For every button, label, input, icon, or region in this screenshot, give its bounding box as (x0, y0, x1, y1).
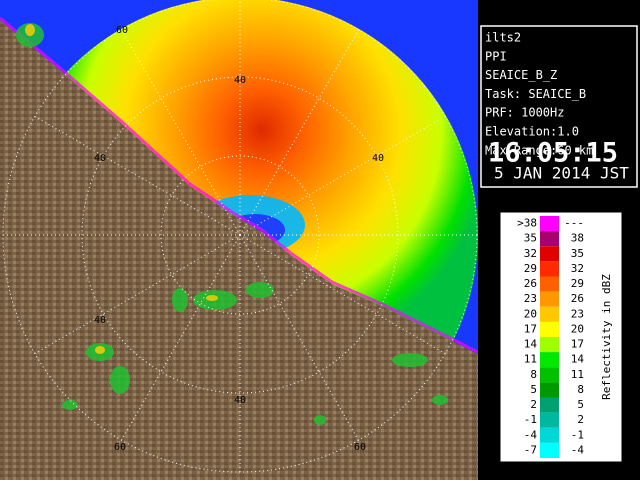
azimuth-line (119, 26, 241, 236)
legend-low: -4 (524, 428, 538, 441)
legend-low: 2 (530, 398, 537, 411)
legend-low: 32 (524, 247, 537, 260)
legend-swatch (540, 291, 559, 307)
legend-high: 32 (571, 262, 584, 275)
legend-high: 5 (577, 398, 584, 411)
legend-swatch (540, 261, 559, 277)
legend-swatch (540, 321, 559, 337)
azimuth-line (239, 234, 449, 356)
radar-image: 60 40 40 40 40 40 60 60 (0, 0, 478, 480)
legend-high: 11 (571, 368, 584, 381)
legend-swatch (540, 306, 559, 322)
legend-swatch (540, 367, 559, 383)
legend-high: --- (564, 217, 584, 230)
info-line: PRF: 1000Hz (485, 106, 564, 120)
info-line: PPI (485, 49, 507, 63)
legend-high: 26 (571, 292, 584, 305)
legend-low: -1 (524, 413, 537, 426)
info-line: ilts2 (485, 31, 521, 45)
azimuth-line (31, 114, 241, 236)
range-label: 40 (234, 75, 246, 86)
time: 16:05:15 (488, 138, 618, 169)
range-label: 40 (234, 395, 246, 406)
legend-low: >38 (517, 217, 537, 230)
range-label: 40 (372, 153, 384, 164)
range-label: 60 (116, 25, 128, 36)
legend-low: 35 (524, 232, 537, 245)
azimuth-line (239, 26, 361, 236)
info-line: Task: SEAICE_B (485, 87, 586, 101)
info-line: SEAICE_B_Z (485, 68, 557, 82)
legend-swatch (540, 427, 559, 443)
range-labels: 60 40 40 40 40 40 60 60 (94, 25, 384, 453)
info-panel: ilts2 PPI SEAICE_B_Z Task: SEAICE_B PRF: 100… (480, 25, 638, 188)
legend-swatch (540, 352, 559, 368)
info-line: Elevation:1.0 (485, 125, 579, 139)
date: 5 JAN 2014 JST (494, 164, 629, 183)
legend-low: 17 (524, 322, 537, 335)
legend-swatch (540, 216, 559, 232)
legend-swatch (540, 397, 559, 413)
legend-low: 20 (524, 307, 537, 320)
legend-high: 29 (571, 277, 584, 290)
legend-low: 8 (530, 368, 537, 381)
legend-high: 2 (577, 413, 584, 426)
azimuth-line (239, 234, 361, 444)
legend-high: 20 (571, 322, 584, 335)
legend-high: -1 (571, 428, 584, 441)
legend-swatch (540, 337, 559, 353)
legend-low: 26 (524, 277, 537, 290)
legend-high: -4 (571, 443, 585, 456)
legend-high: 23 (571, 307, 584, 320)
legend-high: 17 (571, 338, 584, 351)
legend-high: 35 (571, 247, 584, 260)
legend-swatch (540, 276, 559, 292)
legend-high: 38 (571, 232, 584, 245)
legend-swatch (540, 442, 559, 458)
legend-high: 8 (577, 383, 584, 396)
legend-swatch (540, 382, 559, 398)
legend-swatch (540, 412, 559, 428)
legend-low: 11 (524, 353, 537, 366)
info-line: Max Range:60 km (485, 143, 593, 157)
azimuth-line (239, 114, 449, 236)
legend-low: 23 (524, 292, 537, 305)
azimuth-lines (0, 0, 478, 475)
legend-high: 14 (571, 353, 585, 366)
legend-swatch (540, 231, 559, 247)
range-label: 40 (94, 153, 106, 164)
legend: >38 --- 35 38 32 35 29 32 26 29 23 26 20 23 17 20 14 17 11… (499, 211, 623, 463)
legend-low: 5 (530, 383, 537, 396)
legend-swatch (540, 246, 559, 262)
range-label: 40 (94, 315, 106, 326)
azimuth-line (31, 234, 241, 356)
range-label: 60 (354, 442, 366, 453)
legend-low: -7 (524, 443, 537, 456)
azimuth-line (119, 234, 241, 444)
range-label: 60 (114, 442, 126, 453)
legend-low: 14 (524, 338, 538, 351)
legend-title: Reflectivity in dBZ (600, 274, 613, 400)
legend-low: 29 (524, 262, 537, 275)
